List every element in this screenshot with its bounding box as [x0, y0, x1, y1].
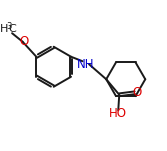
- Text: C: C: [9, 24, 16, 34]
- Text: HO: HO: [109, 107, 127, 120]
- Text: H: H: [0, 24, 8, 34]
- Text: O: O: [19, 35, 28, 48]
- Text: NH: NH: [77, 58, 94, 71]
- Text: O: O: [133, 86, 142, 99]
- Text: 3: 3: [6, 22, 11, 31]
